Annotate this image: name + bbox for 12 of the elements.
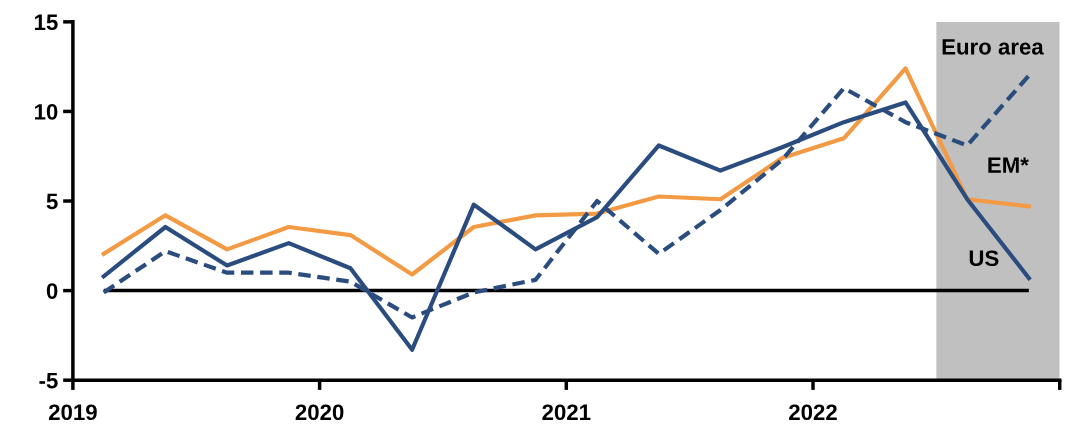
x-tick-label: 2020 [295, 404, 344, 421]
y-tick-label: 0 [46, 283, 58, 299]
x-tick-label: 2021 [542, 404, 591, 421]
y-tick-label: 10 [35, 103, 58, 120]
x-tick-label: 2022 [789, 404, 837, 421]
x-tick-label: 2019 [48, 404, 97, 421]
series-label: EM* [988, 157, 1029, 173]
series-label: Euro area [942, 39, 1044, 55]
y-tick-label: 5 [46, 193, 58, 210]
y-tick-label: 15 [35, 14, 58, 31]
series-label: US [969, 250, 999, 267]
y-tick-label: -5 [39, 372, 58, 389]
